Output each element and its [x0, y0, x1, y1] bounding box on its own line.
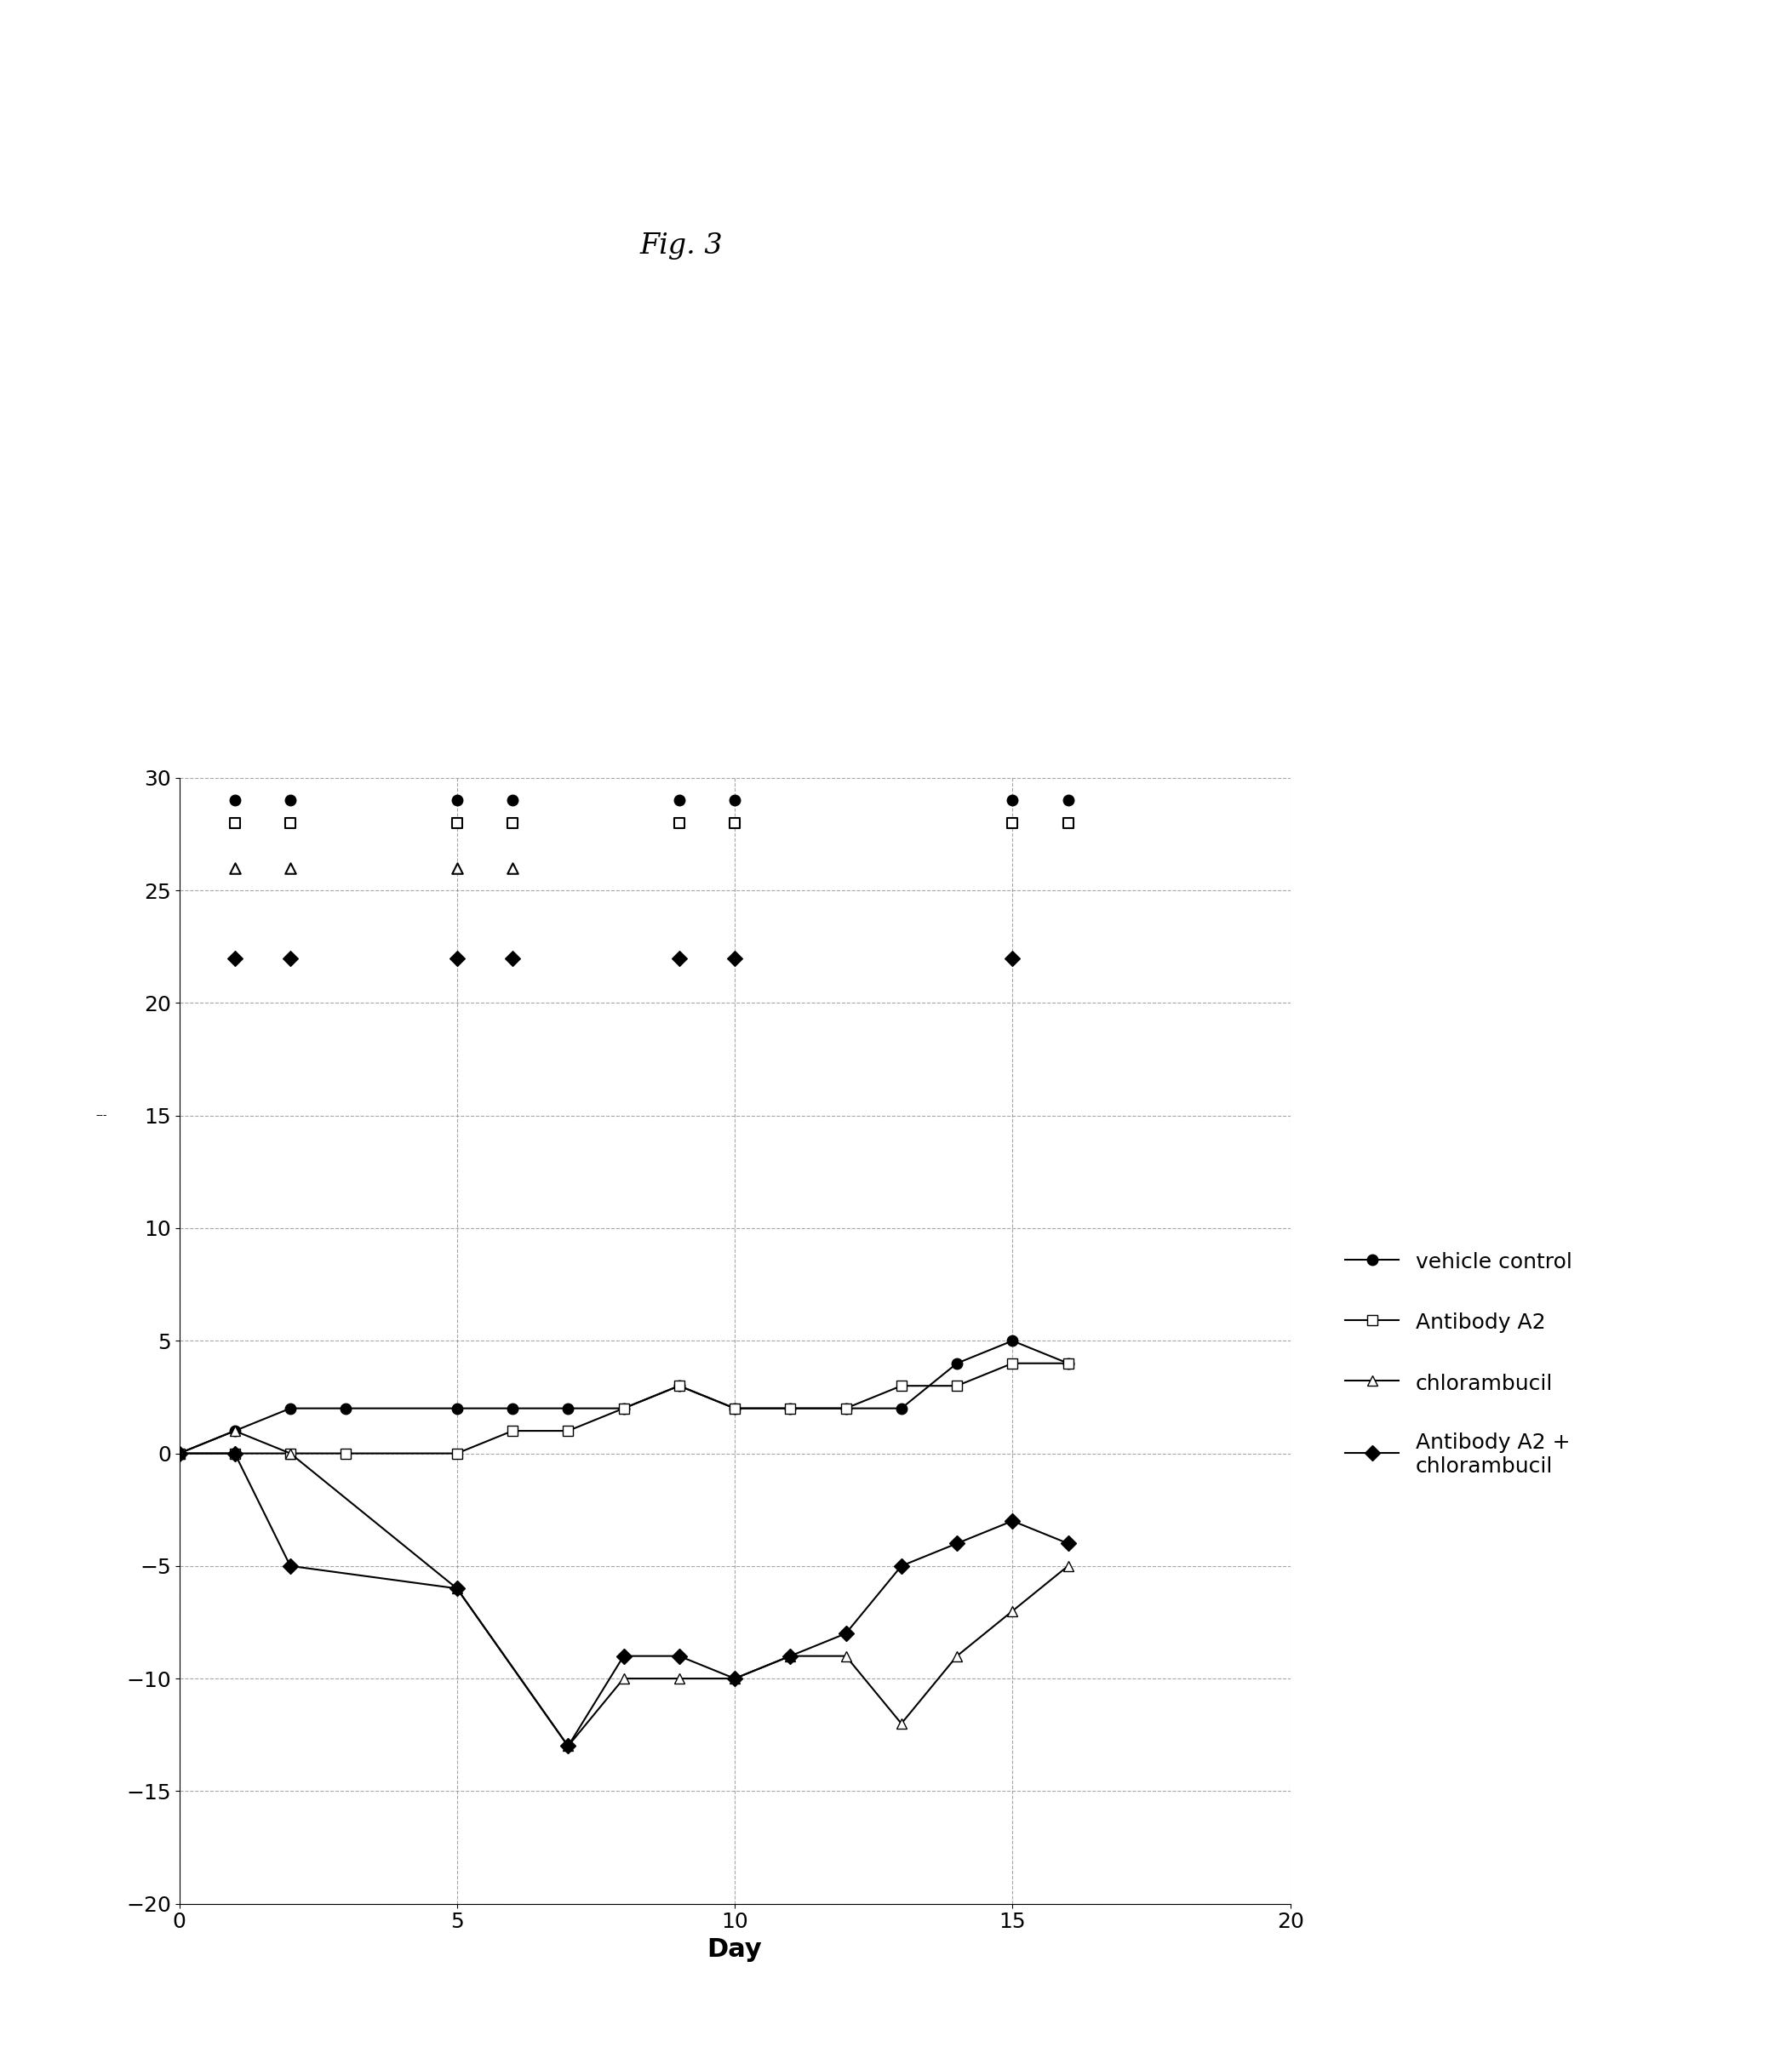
Point — [276, 784, 305, 817]
Line: Antibody A2 +
chlorambucil: Antibody A2 + chlorambucil — [174, 1447, 1073, 1752]
Antibody A2 +
chlorambucil — [724, 1666, 745, 1691]
Point — [220, 807, 249, 839]
Point — [498, 852, 527, 884]
Antibody A2 — [724, 1396, 745, 1421]
Antibody A2 +
chlorambucil — [613, 1644, 634, 1668]
vehicle control — [891, 1396, 912, 1421]
Point — [443, 852, 471, 884]
Point — [720, 807, 749, 839]
Point — [498, 784, 527, 817]
vehicle control — [1002, 1329, 1023, 1353]
vehicle control — [280, 1396, 301, 1421]
chlorambucil — [724, 1666, 745, 1691]
Antibody A2 — [446, 1441, 468, 1466]
Antibody A2 — [224, 1441, 246, 1466]
Antibody A2 +
chlorambucil — [168, 1441, 190, 1466]
chlorambucil — [224, 1419, 246, 1443]
chlorambucil — [946, 1644, 968, 1668]
Point — [220, 784, 249, 817]
Antibody A2 — [891, 1374, 912, 1398]
Antibody A2 — [502, 1419, 523, 1443]
Antibody A2 +
chlorambucil — [835, 1621, 857, 1646]
chlorambucil — [891, 1711, 912, 1736]
Point — [498, 807, 527, 839]
vehicle control — [835, 1396, 857, 1421]
Point — [720, 942, 749, 974]
Point — [720, 784, 749, 817]
Antibody A2 — [780, 1396, 801, 1421]
Text: ---: --- — [95, 1109, 108, 1122]
Antibody A2 +
chlorambucil — [1057, 1531, 1079, 1556]
vehicle control — [946, 1351, 968, 1376]
Antibody A2 — [668, 1374, 690, 1398]
Point — [498, 942, 527, 974]
Line: vehicle control: vehicle control — [174, 1335, 1073, 1460]
chlorambucil — [668, 1666, 690, 1691]
Antibody A2 +
chlorambucil — [1002, 1509, 1023, 1533]
Point — [998, 942, 1027, 974]
Antibody A2 +
chlorambucil — [946, 1531, 968, 1556]
chlorambucil — [168, 1441, 190, 1466]
Antibody A2 +
chlorambucil — [280, 1554, 301, 1578]
Antibody A2 +
chlorambucil — [780, 1644, 801, 1668]
Point — [276, 852, 305, 884]
Antibody A2 — [613, 1396, 634, 1421]
Antibody A2 +
chlorambucil — [446, 1576, 468, 1601]
Legend: vehicle control, Antibody A2, chlorambucil, Antibody A2 +
chlorambucil: vehicle control, Antibody A2, chlorambuc… — [1346, 1251, 1572, 1476]
Antibody A2 — [1002, 1351, 1023, 1376]
Point — [665, 784, 694, 817]
vehicle control — [502, 1396, 523, 1421]
chlorambucil — [1057, 1554, 1079, 1578]
vehicle control — [724, 1396, 745, 1421]
Point — [998, 807, 1027, 839]
vehicle control — [168, 1441, 190, 1466]
vehicle control — [224, 1419, 246, 1443]
vehicle control — [557, 1396, 579, 1421]
vehicle control — [446, 1396, 468, 1421]
Point — [276, 807, 305, 839]
Antibody A2 — [1057, 1351, 1079, 1376]
Point — [1054, 807, 1082, 839]
Antibody A2 +
chlorambucil — [224, 1441, 246, 1466]
Point — [998, 784, 1027, 817]
chlorambucil — [780, 1644, 801, 1668]
Antibody A2 — [946, 1374, 968, 1398]
vehicle control — [613, 1396, 634, 1421]
Point — [665, 807, 694, 839]
Antibody A2 — [168, 1441, 190, 1466]
Line: chlorambucil: chlorambucil — [174, 1425, 1073, 1752]
Point — [1054, 784, 1082, 817]
Line: Antibody A2: Antibody A2 — [174, 1357, 1073, 1460]
chlorambucil — [613, 1666, 634, 1691]
Antibody A2 +
chlorambucil — [891, 1554, 912, 1578]
chlorambucil — [835, 1644, 857, 1668]
Antibody A2 +
chlorambucil — [557, 1734, 579, 1758]
Antibody A2 — [557, 1419, 579, 1443]
Antibody A2 — [280, 1441, 301, 1466]
X-axis label: Day: Day — [708, 1936, 762, 1961]
Point — [443, 942, 471, 974]
Point — [665, 942, 694, 974]
vehicle control — [668, 1374, 690, 1398]
Point — [220, 852, 249, 884]
vehicle control — [780, 1396, 801, 1421]
chlorambucil — [1002, 1599, 1023, 1623]
vehicle control — [1057, 1351, 1079, 1376]
Antibody A2 +
chlorambucil — [668, 1644, 690, 1668]
chlorambucil — [280, 1441, 301, 1466]
Text: Fig. 3: Fig. 3 — [640, 231, 722, 260]
Antibody A2 — [335, 1441, 357, 1466]
Point — [443, 784, 471, 817]
vehicle control — [335, 1396, 357, 1421]
chlorambucil — [557, 1734, 579, 1758]
Antibody A2 — [835, 1396, 857, 1421]
Point — [276, 942, 305, 974]
Point — [443, 807, 471, 839]
Point — [220, 942, 249, 974]
chlorambucil — [446, 1576, 468, 1601]
